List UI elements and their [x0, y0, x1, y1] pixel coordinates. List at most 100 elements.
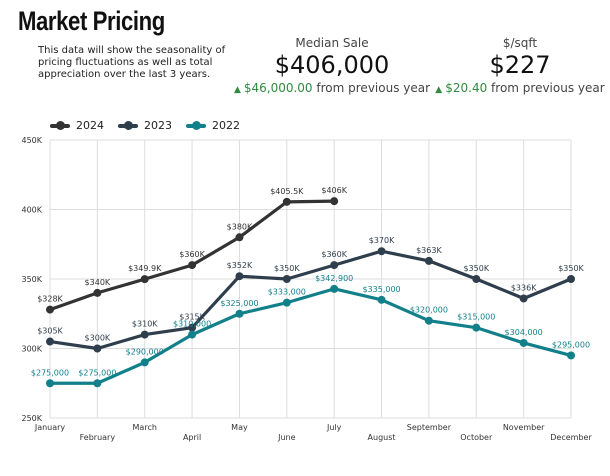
data-label-2023: $360K — [321, 250, 347, 259]
x-tick-label: December — [550, 433, 592, 442]
data-label-2023: $350K — [463, 264, 489, 273]
data-point-2023 — [282, 275, 291, 283]
data-label-2023: $370K — [369, 236, 395, 245]
data-label-2024: $340K — [85, 278, 111, 287]
data-point-2023 — [567, 275, 575, 283]
data-point-2023 — [472, 275, 481, 283]
legend-item-2023: 2023 — [118, 119, 172, 132]
data-point-2023 — [519, 294, 528, 303]
data-label-2023: $350K — [274, 264, 300, 273]
data-point-2022 — [424, 316, 433, 325]
data-point-2024 — [46, 305, 54, 314]
data-label-2022: $304,000 — [505, 328, 543, 337]
legend-item-2024: 2024 — [50, 119, 104, 132]
legend-label: 2024 — [76, 119, 104, 132]
data-point-2022 — [140, 358, 149, 367]
median-sale-change: ▲ $46,000.00 from previous year — [232, 81, 432, 95]
data-label-2022: $275,000 — [31, 368, 69, 377]
median-sale-change-suffix: from previous year — [316, 81, 431, 95]
x-tick-label: June — [277, 433, 296, 442]
data-point-2023 — [330, 261, 339, 270]
price-per-sqft-card: $/sqft $227 ▲ $20.40 from previous year — [430, 36, 610, 95]
data-point-2022 — [377, 295, 386, 304]
data-label-2022: $315,000 — [457, 313, 495, 322]
price-per-sqft-change-suffix: from previous year — [491, 81, 605, 95]
y-tick-label: 300K — [21, 345, 42, 354]
data-label-2023: $350K — [558, 264, 584, 273]
data-point-2024 — [235, 233, 244, 242]
data-label-2023: $352K — [227, 261, 253, 270]
price-per-sqft-value: $227 — [489, 51, 551, 79]
data-label-2022: $295,000 — [552, 340, 590, 349]
line-chart: 250K 300K 350K 400K 450K January February March… — [21, 136, 592, 442]
data-label-2024: $328K — [37, 295, 63, 304]
data-point-2022 — [282, 298, 291, 307]
data-point-2022 — [519, 338, 528, 347]
x-tick-label: November — [503, 423, 545, 432]
data-point-2022 — [235, 309, 244, 318]
x-tick-label: September — [407, 423, 452, 432]
legend-label: 2022 — [212, 119, 240, 132]
data-point-2022 — [46, 379, 54, 388]
data-label-2022: $320,000 — [410, 306, 448, 315]
up-arrow-icon: ▲ — [233, 85, 241, 95]
data-point-2023 — [93, 344, 102, 353]
data-label-2023: $305K — [37, 327, 63, 336]
data-point-2024 — [282, 197, 291, 206]
data-label-2024: $380K — [227, 222, 253, 231]
price-per-sqft-change-amount: $20.40 — [445, 81, 488, 95]
median-sale-card: Median Sale $406,000 ▲ $46,000.00 from pr… — [232, 36, 432, 95]
y-tick-label: 350K — [21, 275, 42, 284]
legend-swatch — [186, 120, 206, 130]
legend-swatch — [50, 120, 70, 130]
data-point-2022 — [567, 351, 575, 360]
y-tick-label: 450K — [21, 136, 42, 145]
x-tick-label: March — [133, 423, 157, 432]
data-point-2023 — [46, 337, 54, 346]
data-point-2023 — [140, 330, 149, 339]
median-sale-label: Median Sale — [295, 36, 369, 50]
data-point-2024 — [330, 197, 339, 206]
data-label-2022: $290,000 — [126, 347, 164, 356]
x-tick-label: April — [183, 433, 201, 442]
y-tick-label: 400K — [21, 206, 42, 215]
data-label-2022: $275,000 — [78, 368, 116, 377]
series-line-2023 — [48, 249, 573, 351]
x-tick-label: May — [231, 423, 248, 432]
legend-swatch — [118, 120, 138, 130]
data-point-2023 — [188, 323, 197, 332]
legend-item-2022: 2022 — [186, 119, 240, 132]
data-point-2022 — [93, 379, 102, 388]
x-tick-label: August — [368, 433, 396, 442]
data-label-2023: $363K — [416, 246, 442, 255]
x-tick-label: January — [34, 423, 66, 432]
data-point-2024 — [140, 275, 149, 284]
x-tick-label: February — [80, 433, 116, 442]
data-label-2024: $405.5K — [270, 187, 304, 196]
data-point-2022 — [188, 330, 197, 339]
data-label-2023: $315K — [179, 313, 205, 322]
data-point-2022 — [472, 323, 481, 332]
data-label-2023: $336K — [511, 283, 537, 292]
data-point-2024 — [93, 288, 102, 297]
data-point-2023 — [235, 272, 244, 281]
legend-label: 2023 — [144, 119, 172, 132]
up-arrow-icon: ▲ — [435, 85, 443, 95]
median-sale-value: $406,000 — [274, 51, 390, 79]
data-label-2022: $325,000 — [220, 299, 258, 308]
y-tick-label: 250K — [21, 414, 42, 423]
price-per-sqft-label: $/sqft — [502, 36, 538, 50]
data-point-2023 — [424, 256, 433, 265]
x-tick-label: October — [460, 433, 493, 442]
data-label-2024: $406K — [321, 186, 347, 195]
data-label-2022: $333,000 — [268, 288, 306, 297]
median-sale-change-amount: $46,000.00 — [243, 81, 313, 95]
data-point-2024 — [188, 261, 197, 270]
data-label-2022: $335,000 — [362, 285, 400, 294]
data-label-2024: $349.9K — [128, 264, 162, 273]
data-label-2024: $360K — [179, 250, 205, 259]
data-label-2023: $300K — [85, 334, 111, 343]
price-per-sqft-change: ▲ $20.40 from previous year — [430, 81, 610, 95]
data-label-2023: $310K — [132, 320, 158, 329]
data-point-2022 — [330, 284, 339, 293]
